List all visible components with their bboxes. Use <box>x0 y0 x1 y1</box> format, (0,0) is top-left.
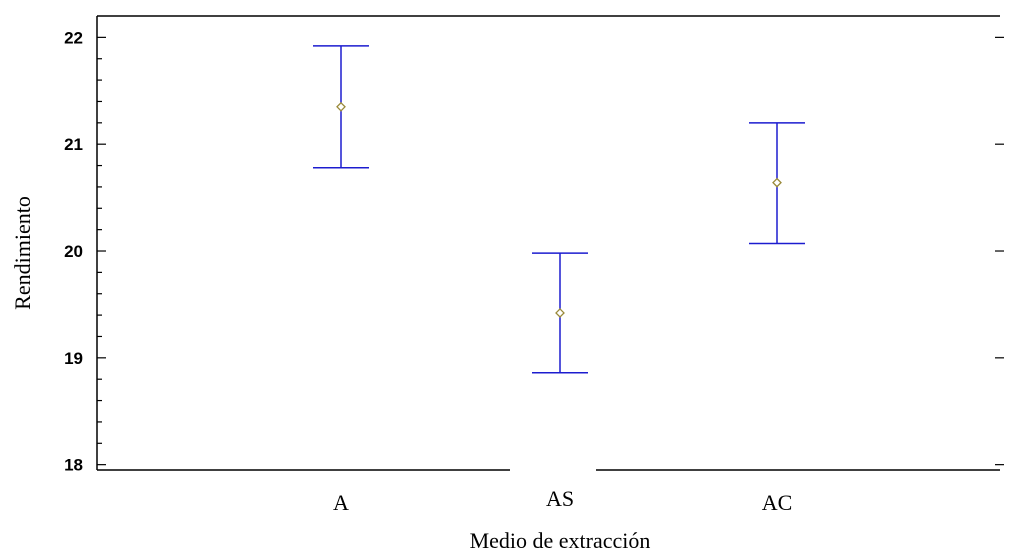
x-category-label: AC <box>762 490 793 515</box>
x-axis-category-labels: A AS AC <box>333 486 792 515</box>
y-tick-label: 18 <box>64 456 83 475</box>
plot-frame <box>96 15 1000 471</box>
y-tick-label: 22 <box>64 28 83 47</box>
y-axis-title: Rendimiento <box>10 196 35 310</box>
x-category-label: AS <box>546 486 574 511</box>
y-tick-label: 21 <box>64 135 83 154</box>
y-tick-label: 19 <box>64 349 83 368</box>
mean-marker <box>772 177 782 188</box>
x-axis-title: Medio de extracción <box>470 528 651 553</box>
mean-marker <box>336 101 346 112</box>
mean-marker <box>555 308 565 318</box>
mean-markers <box>336 101 782 318</box>
y-axis-tick-labels: 18 19 20 21 22 <box>64 28 83 474</box>
x-category-label: A <box>333 490 349 515</box>
y-axis-ticks <box>97 36 1004 466</box>
error-bars <box>313 45 805 374</box>
y-tick-label: 20 <box>64 242 83 261</box>
